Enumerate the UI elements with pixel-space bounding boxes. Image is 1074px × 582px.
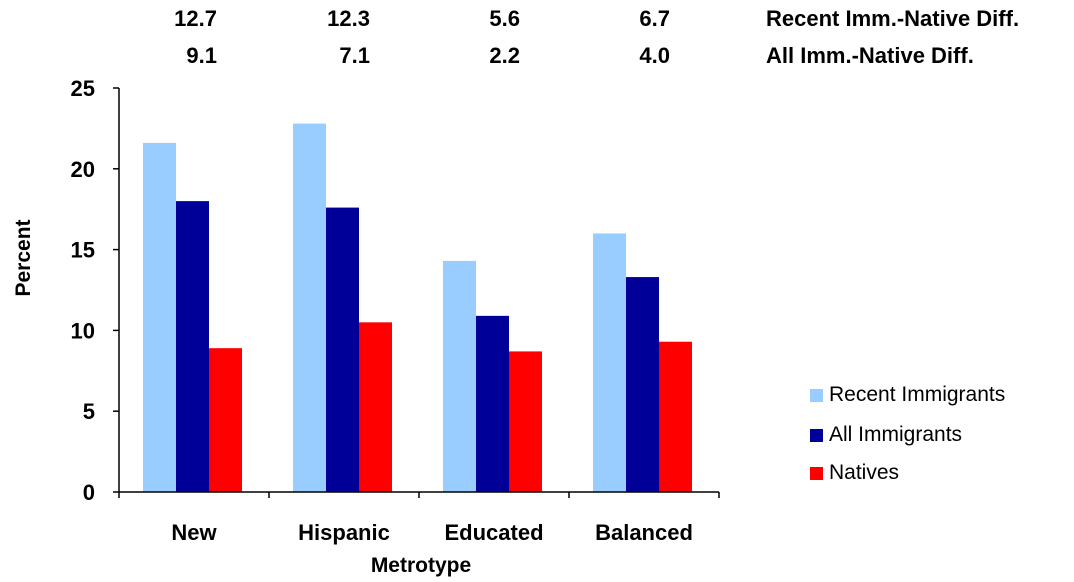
header-table: 12.7 12.3 5.6 6.7 Recent Imm.-Native Diff. 9.… (174, 6, 1019, 68)
bar (176, 201, 209, 492)
header-value: 2.2 (489, 43, 520, 68)
header-value: 9.1 (186, 43, 217, 68)
bar (359, 322, 392, 492)
legend-label: Recent Immigrants (829, 383, 1005, 406)
bar (326, 207, 359, 493)
legend-label: Natives (829, 461, 899, 484)
header-value: 12.3 (327, 6, 370, 31)
legend-label: All Immigrants (829, 423, 962, 446)
header-row-label: Recent Imm.-Native Diff. (766, 6, 1019, 31)
header-value: 6.7 (639, 6, 670, 31)
bars (143, 123, 692, 493)
header-value: 4.0 (639, 43, 670, 68)
y-tick-label: 10 (71, 318, 95, 343)
y-tick-label: 15 (71, 238, 95, 263)
bar (509, 351, 542, 492)
x-axis: New Hispanic Educated Balanced (118, 491, 720, 545)
header-value: 7.1 (339, 43, 370, 68)
bar (443, 260, 476, 492)
legend-swatch (810, 389, 823, 402)
y-tick-label: 0 (83, 480, 95, 505)
bar (626, 277, 659, 492)
header-value: 12.7 (174, 6, 217, 31)
y-tick-label: 5 (83, 399, 95, 424)
bar (143, 142, 176, 492)
header-row-label: All Imm.-Native Diff. (766, 43, 974, 68)
y-axis: 0 5 10 15 20 25 (71, 76, 120, 505)
bar (476, 315, 509, 492)
legend-swatch (810, 467, 823, 480)
x-tick-label: New (171, 520, 217, 545)
x-tick-label: Hispanic (298, 520, 390, 545)
y-tick-label: 20 (71, 157, 95, 182)
legend-swatch (810, 429, 823, 442)
bar (209, 348, 242, 492)
bar (659, 341, 692, 492)
x-tick-label: Balanced (595, 520, 693, 545)
bar (293, 123, 326, 492)
header-value: 5.6 (489, 6, 520, 31)
x-axis-label: Metrotype (371, 554, 471, 577)
y-tick-label: 25 (71, 76, 95, 101)
x-tick-label: Educated (444, 520, 543, 545)
bar (593, 233, 626, 492)
legend: Recent Immigrants All Immigrants Natives (810, 383, 1005, 484)
y-axis-label: Percent (12, 219, 35, 296)
